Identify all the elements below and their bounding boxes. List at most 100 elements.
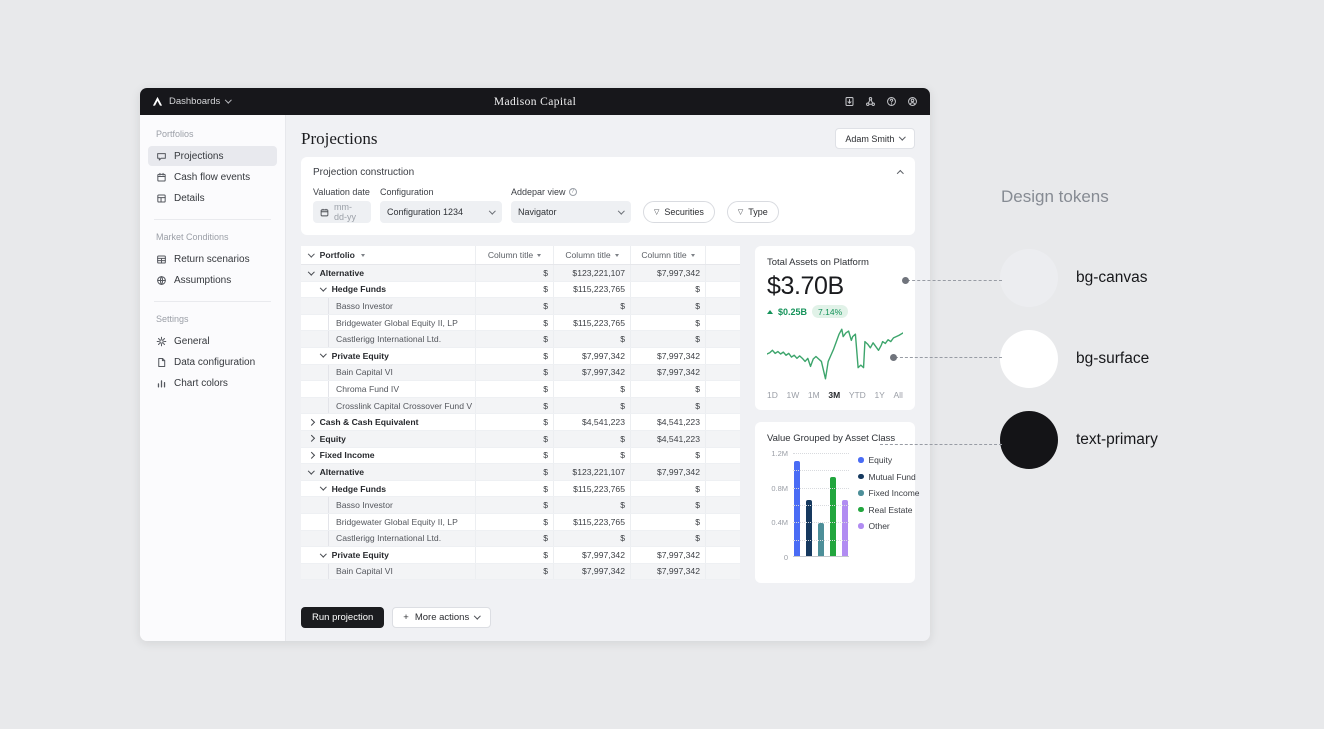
table-icon xyxy=(156,254,167,265)
table-row[interactable]: Equity$$$4,541,223 xyxy=(301,431,740,448)
table-row[interactable]: Crosslink Capital Crossover Fund V$$$ xyxy=(301,398,740,415)
configuration-select[interactable]: Configuration 1234 xyxy=(380,201,502,223)
portfolio-column-header[interactable]: Portfolio xyxy=(301,250,475,260)
column-title-header[interactable]: Column title xyxy=(630,246,705,264)
row-label-cell: Fixed Income xyxy=(301,448,475,464)
chevron-right-icon[interactable] xyxy=(308,435,314,441)
securities-filter-button[interactable]: ▽ Securities xyxy=(643,201,715,223)
range-ytd[interactable]: YTD xyxy=(849,390,866,400)
row-label-cell: Bain Capital VI xyxy=(301,365,475,381)
table-row[interactable]: Alternative$$123,221,107$7,997,342 xyxy=(301,265,740,282)
table-row[interactable]: Bain Capital VI$$7,997,342$7,997,342 xyxy=(301,365,740,382)
sidebar-item-return-scenarios[interactable]: Return scenarios xyxy=(148,249,277,269)
chevron-down-icon[interactable] xyxy=(320,484,326,490)
table-row[interactable]: Basso Investor$$$ xyxy=(301,497,740,514)
run-projection-button[interactable]: Run projection xyxy=(301,607,384,628)
range-all[interactable]: All xyxy=(894,390,903,400)
value-cell: $4,541,223 xyxy=(630,414,705,430)
row-label-cell: Private Equity xyxy=(301,348,475,364)
design-tokens-title: Design tokens xyxy=(1001,187,1109,207)
type-filter-button[interactable]: ▽ Type xyxy=(727,201,779,223)
plus-icon: + xyxy=(403,612,409,623)
range-1w[interactable]: 1W xyxy=(787,390,800,400)
sidebar-item-details[interactable]: Details xyxy=(148,188,277,208)
table-row[interactable]: Basso Investor$$$ xyxy=(301,298,740,315)
row-tail xyxy=(705,431,740,447)
range-1y[interactable]: 1Y xyxy=(874,390,884,400)
chevron-right-icon[interactable] xyxy=(308,452,314,458)
dashboards-menu[interactable]: Dashboards xyxy=(152,96,231,107)
range-1d[interactable]: 1D xyxy=(767,390,778,400)
sidebar-item-cash-flow-events[interactable]: Cash flow events xyxy=(148,167,277,187)
chevron-down-icon[interactable] xyxy=(308,467,314,473)
user-menu-button[interactable]: Adam Smith xyxy=(835,128,915,149)
table-row[interactable]: Bain Capital VI$$7,997,342$7,997,342 xyxy=(301,564,740,581)
column-title-header[interactable]: Column title xyxy=(553,246,630,264)
sidebar-item-data-configuration[interactable]: Data configuration xyxy=(148,352,277,372)
top-navigation-bar: Dashboards Madison Capital xyxy=(140,88,930,115)
legend-item: Other xyxy=(858,521,920,531)
table-row[interactable]: Private Equity$$7,997,342$7,997,342 xyxy=(301,547,740,564)
chevron-down-icon xyxy=(225,97,231,103)
sidebar-item-projections[interactable]: Projections xyxy=(148,146,277,166)
value-cell: $ xyxy=(553,431,630,447)
table-row[interactable]: Hedge Funds$$115,223,765$ xyxy=(301,481,740,498)
row-tail xyxy=(705,365,740,381)
value-cell: $ xyxy=(553,331,630,347)
legend-item: Fixed Income xyxy=(858,488,920,498)
legend-dot-icon xyxy=(858,457,864,463)
row-label-cell: Hedge Funds xyxy=(301,481,475,497)
chart-legend: EquityMutual FundFixed IncomeReal Estate… xyxy=(858,453,920,557)
table-row[interactable]: Bridgewater Global Equity II, LP$$115,22… xyxy=(301,514,740,531)
table-row[interactable]: Castlerigg International Ltd.$$$ xyxy=(301,331,740,348)
valuation-date-input[interactable]: mm-dd-yy xyxy=(313,201,371,223)
table-row[interactable]: Fixed Income$$$ xyxy=(301,448,740,465)
sidebar-item-label: General xyxy=(174,336,210,347)
more-actions-button[interactable]: + More actions xyxy=(392,607,491,628)
chevron-down-icon[interactable] xyxy=(320,351,326,357)
column-title-label: Column title xyxy=(565,250,610,260)
table-row[interactable]: Hedge Funds$$115,223,765$ xyxy=(301,282,740,299)
collapse-all-chevron-icon[interactable] xyxy=(308,250,314,256)
addepar-view-field: Addepar view ? Navigator xyxy=(511,187,631,223)
chevron-down-icon[interactable] xyxy=(320,285,326,291)
sidebar-item-general[interactable]: General xyxy=(148,331,277,351)
tree-guide-line xyxy=(328,497,329,513)
sidebar-item-assumptions[interactable]: Assumptions xyxy=(148,270,277,290)
tree-guide-line xyxy=(328,514,329,530)
gridline xyxy=(793,488,849,489)
chevron-down-icon[interactable] xyxy=(308,268,314,274)
range-1m[interactable]: 1M xyxy=(808,390,820,400)
addepar-view-select[interactable]: Navigator xyxy=(511,201,631,223)
table-row[interactable]: Castlerigg International Ltd.$$$ xyxy=(301,531,740,548)
table-row[interactable]: Chroma Fund IV$$$ xyxy=(301,381,740,398)
column-title-header[interactable]: Column title xyxy=(475,246,553,264)
export-icon[interactable] xyxy=(844,96,855,107)
chevron-right-icon[interactable] xyxy=(308,419,314,425)
calendar-icon xyxy=(320,208,329,217)
value-cell: $ xyxy=(475,315,553,331)
globe-icon xyxy=(156,275,167,286)
app-body: PortfoliosProjectionsCash flow eventsDet… xyxy=(140,115,930,641)
range-3m[interactable]: 3M xyxy=(828,390,840,400)
chevron-down-icon[interactable] xyxy=(320,550,326,556)
sidebar-item-chart-colors[interactable]: Chart colors xyxy=(148,373,277,393)
table-row[interactable]: Alternative$$123,221,107$7,997,342 xyxy=(301,464,740,481)
table-row[interactable]: Cash & Cash Equivalent$$4,541,223$4,541,… xyxy=(301,414,740,431)
row-tail xyxy=(705,564,740,580)
token-swatch-bg-surface xyxy=(1000,330,1058,388)
value-cell: $4,541,223 xyxy=(553,414,630,430)
table-row[interactable]: Private Equity$$7,997,342$7,997,342 xyxy=(301,348,740,365)
integrations-icon[interactable] xyxy=(865,96,876,107)
row-label-cell: Alternative xyxy=(301,265,475,281)
collapse-panel-chevron-icon[interactable] xyxy=(897,171,903,177)
y-tick-label: 1.2M xyxy=(771,449,788,458)
value-cell: $7,997,342 xyxy=(553,564,630,580)
table-row[interactable]: Bridgewater Global Equity II, LP$$115,22… xyxy=(301,315,740,332)
account-icon[interactable] xyxy=(907,96,918,107)
help-icon[interactable] xyxy=(886,96,897,107)
token-row-text-primary: text-primary xyxy=(1000,411,1158,469)
row-label: Crosslink Capital Crossover Fund V xyxy=(336,401,472,411)
panel-title: Projection construction xyxy=(313,167,414,178)
row-label-cell: Private Equity xyxy=(301,547,475,563)
